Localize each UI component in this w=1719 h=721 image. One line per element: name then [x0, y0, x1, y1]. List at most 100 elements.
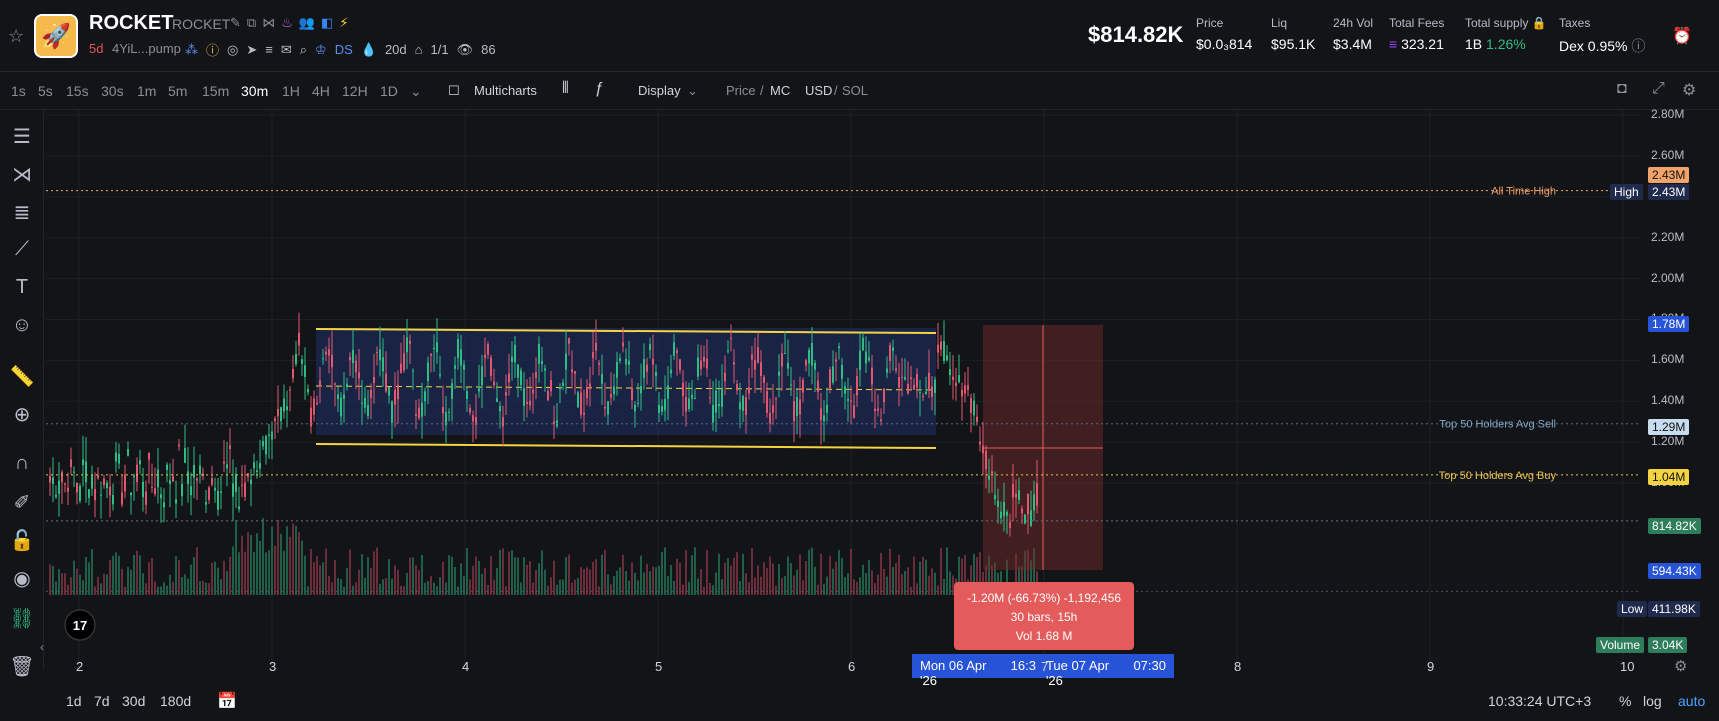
display-label[interactable]: Display [638, 83, 681, 98]
help-icon[interactable]: ⓘ [1631, 38, 1646, 54]
trash-icon[interactable]: 🗑 [9, 656, 35, 678]
chef-icon[interactable]: ♔ [315, 41, 327, 57]
link-icon[interactable]: ⛓ [9, 608, 35, 630]
volume-bar [577, 578, 579, 595]
timeframe-1s[interactable]: 1s [11, 83, 26, 99]
candle-body [772, 405, 774, 413]
candle-body [1036, 483, 1038, 506]
channel-top-line[interactable] [315, 328, 937, 334]
display-chevron-icon[interactable]: ⌄ [687, 83, 698, 98]
percent-toggle[interactable]: % [1619, 693, 1632, 709]
timeframe-15s[interactable]: 15s [66, 83, 89, 99]
drop-icon: 💧 [360, 41, 377, 57]
mc-toggle[interactable]: MC [770, 83, 791, 98]
volume-bar [184, 574, 186, 595]
list-icon[interactable]: ≡ [265, 42, 273, 57]
text-icon[interactable]: T [15, 276, 29, 298]
menu-lines-icon[interactable]: ☰ [13, 126, 31, 148]
indicator-icon[interactable]: ƒ [595, 80, 604, 97]
copy-icon[interactable]: ⧉ [246, 15, 257, 30]
holders-icon[interactable]: ⁂ [185, 41, 198, 57]
volume-bar [799, 554, 801, 595]
scroll-left-icon[interactable]: ‹ [40, 640, 44, 654]
range-180d[interactable]: 180d [160, 693, 192, 709]
volume-bar [70, 577, 72, 595]
calendar-icon[interactable]: 📅 [217, 693, 237, 710]
edit-icon[interactable]: ✎ [230, 15, 241, 30]
candle-body [328, 349, 330, 356]
search-icon[interactable]: ⌕ [299, 41, 308, 57]
camera-icon[interactable]: ◘ [1617, 80, 1627, 97]
emoji-icon[interactable]: ☺ [11, 314, 33, 336]
log-toggle[interactable]: log [1643, 693, 1662, 709]
zoom-icon[interactable]: ⊕ [13, 404, 31, 426]
candle-body [958, 375, 960, 383]
telegram-icon[interactable]: ➤ [246, 41, 258, 57]
pattern-icon[interactable]: ⋊ [12, 164, 32, 186]
axis-settings-icon[interactable]: ⚙ [1674, 658, 1688, 675]
volume-bar [256, 533, 258, 595]
volume-bar [421, 554, 423, 595]
range-7d[interactable]: 7d [94, 693, 110, 709]
candle-body [985, 450, 987, 470]
candle-body [1018, 490, 1020, 500]
timeframe-1m[interactable]: 1m [137, 83, 157, 99]
timeframe-1D[interactable]: 1D [380, 83, 398, 99]
timeframe-30m[interactable]: 30m [241, 83, 269, 99]
token-address[interactable]: 4YiL...pump [112, 41, 181, 56]
timeframe-5s[interactable]: 5s [38, 83, 53, 99]
price-chart[interactable]: All Time High Top 50 Holders Avg Sell To… [46, 110, 1640, 680]
timeframe-15m[interactable]: 15m [202, 83, 230, 99]
sol-toggle[interactable]: SOL [842, 83, 869, 98]
auto-toggle[interactable]: auto [1678, 693, 1706, 709]
candles-icon[interactable]: ⫴ [562, 80, 569, 97]
alarm-icon[interactable]: ⏰ [1672, 28, 1692, 45]
pencil-lock-icon[interactable]: ✐ [13, 492, 31, 514]
channel-bottom-line[interactable] [315, 443, 937, 449]
fullscreen-icon[interactable]: ⤢ [1652, 80, 1665, 97]
timeframe-12H[interactable]: 12H [342, 83, 368, 99]
magnet-icon[interactable]: ∩ [14, 452, 30, 474]
chevron-down-icon[interactable]: ⌄ [410, 83, 422, 99]
candle-body [484, 354, 486, 359]
volume-bar [520, 582, 522, 595]
ds-label[interactable]: DS [334, 42, 353, 57]
share-icon[interactable]: ⋈ [262, 15, 276, 30]
star-icon[interactable]: ☆ [8, 26, 25, 46]
candle-body [931, 386, 933, 397]
timeframe-1H[interactable]: 1H [282, 83, 300, 99]
volume-bar [1021, 565, 1023, 595]
timeframe-30s[interactable]: 30s [101, 83, 124, 99]
timeframe-5m[interactable]: 5m [168, 83, 188, 99]
trendline-icon[interactable]: ⟋ [15, 238, 29, 260]
warning-icon[interactable]: ⓘ [206, 43, 220, 58]
candle-body [532, 389, 534, 394]
multicharts-checkbox[interactable]: ☐ [448, 83, 460, 98]
ruler-icon[interactable]: 📏 [9, 366, 35, 388]
candle-body [688, 398, 690, 410]
candle-body [637, 402, 639, 404]
globe-icon[interactable]: ◎ [227, 41, 239, 57]
tv-logo[interactable]: 17 [64, 609, 96, 641]
candle-body [832, 366, 834, 383]
volume-bar [961, 558, 963, 595]
eye-icon[interactable]: ◉ [13, 568, 31, 590]
price-toggle[interactable]: Price [726, 83, 756, 98]
usd-toggle[interactable]: USD [805, 83, 833, 98]
lock-icon[interactable]: 🔓 [9, 530, 35, 552]
volume-bar [394, 565, 396, 595]
multicharts-label[interactable]: Multicharts [474, 83, 537, 98]
timeframe-4H[interactable]: 4H [312, 83, 330, 99]
range-1d[interactable]: 1d [66, 693, 82, 709]
candle-body [760, 362, 762, 377]
volume-bar [148, 562, 150, 595]
volume-bar [835, 561, 837, 595]
fib-icon[interactable]: ≣ [13, 202, 31, 224]
candle-body [799, 399, 801, 415]
candle-body [724, 372, 726, 382]
range-30d[interactable]: 30d [122, 693, 146, 709]
candle-body [814, 362, 816, 370]
note-icon[interactable]: ✉ [280, 41, 292, 57]
settings-icon[interactable]: ⚙ [1682, 82, 1697, 99]
candle-body [400, 363, 402, 373]
